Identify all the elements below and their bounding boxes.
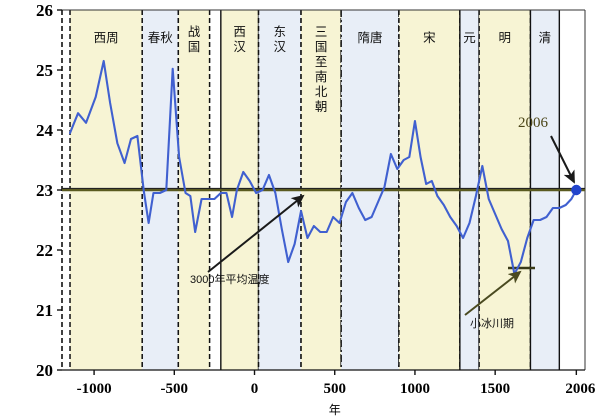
era-label-9: 元 [463,31,476,45]
era-label-6: 国 [315,40,328,54]
year-2006-annotation-label: 2006 [518,115,549,131]
y-tick-label-23: 23 [36,181,53,200]
era-label-4: 西 [233,25,246,39]
x-tick-label--1000: -1000 [77,381,112,397]
era-label-1: 西周 [94,31,119,45]
x-tick-label-2006: 2006 [565,381,596,397]
era-label-3: 战 [188,25,201,39]
era-label-5: 东 [274,25,287,39]
era-label-6: 三 [315,25,328,39]
year-2006-annotation-arrow [550,135,575,184]
era-label-2: 春秋 [148,31,174,45]
era-label-8: 宋 [423,30,436,45]
series-line-1 [68,59,578,276]
average-temperature-annotation-arrow [207,194,305,273]
y-tick-label-25: 25 [36,61,53,80]
x-tick-label-1500: 1500 [480,381,510,397]
era-label-11: 清 [539,31,552,45]
x-tick-label-1000: 1000 [400,381,430,397]
era-label-6: 至 [315,55,328,69]
era-label-5: 汉 [274,40,287,54]
series-endpoint-marker [571,184,582,196]
x-tick-label-500: 500 [323,381,346,397]
y-tick-label-20: 20 [36,361,53,380]
era-label-3: 国 [188,40,201,54]
y-tick-label-22: 22 [36,241,53,260]
y-tick-label-21: 21 [36,301,53,320]
x-tick-label-0: 0 [251,381,259,397]
average-temperature-annotation-label: 3000年平均温度 [190,272,269,286]
little-ice-age-annotation-arrow [464,270,522,316]
era-label-7: 隋唐 [358,30,383,45]
era-label-10: 明 [499,31,512,45]
x-axis-label: 年 [329,403,341,417]
x-tick-label--500: -500 [161,381,189,397]
little-ice-age-annotation-label: 小冰川期 [470,317,514,330]
era-label-6: 北 [315,85,328,99]
era-label-6: 朝 [315,100,328,114]
era-label-4: 汉 [233,40,246,54]
y-tick-label-24: 24 [36,121,54,140]
era-label-6: 南 [315,69,328,84]
y-tick-label-26: 26 [36,1,53,20]
